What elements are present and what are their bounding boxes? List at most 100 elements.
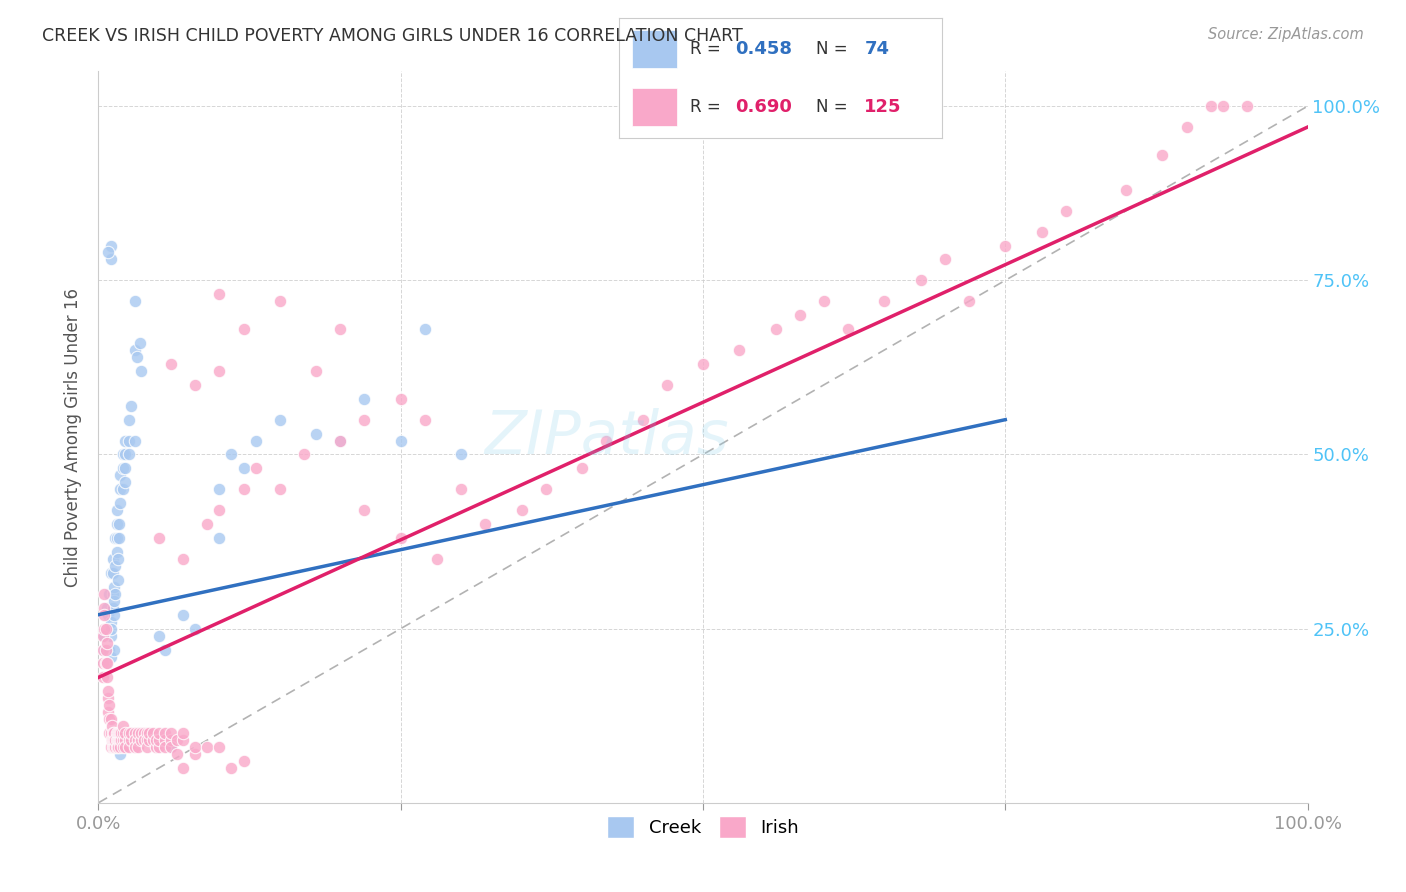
Point: [124, 726, 146, 740]
Point: [101, 600, 124, 615]
Point: [100, 566, 122, 580]
Point: [111, 719, 134, 733]
Point: [510, 503, 533, 517]
Point: [208, 287, 231, 301]
Point: [108, 517, 131, 532]
Point: [221, 448, 243, 462]
Point: [129, 364, 152, 378]
Point: [184, 740, 207, 755]
Point: [108, 733, 131, 747]
Point: [108, 468, 131, 483]
Point: [110, 726, 132, 740]
Point: [100, 719, 122, 733]
Point: [91, 629, 114, 643]
Point: [153, 740, 176, 755]
Point: [105, 740, 128, 755]
Text: Source: ZipAtlas.com: Source: ZipAtlas.com: [1208, 27, 1364, 42]
Point: [114, 448, 136, 462]
Point: [105, 503, 128, 517]
Point: [101, 552, 124, 566]
Point: [148, 733, 170, 747]
Point: [692, 357, 714, 371]
Point: [245, 434, 267, 448]
Point: [153, 726, 176, 740]
Point: [184, 377, 207, 392]
Point: [631, 412, 654, 426]
Point: [100, 622, 122, 636]
Point: [994, 238, 1017, 252]
Point: [160, 726, 183, 740]
Point: [118, 740, 141, 755]
Point: [114, 740, 136, 755]
Point: [111, 483, 134, 497]
Point: [172, 733, 194, 747]
Point: [100, 615, 122, 629]
Point: [124, 343, 146, 357]
Point: [292, 448, 315, 462]
Point: [957, 294, 980, 309]
Point: [127, 740, 149, 755]
Point: [138, 726, 160, 740]
Point: [873, 294, 896, 309]
Point: [450, 448, 472, 462]
Point: [108, 740, 131, 755]
Point: [107, 552, 129, 566]
Point: [93, 600, 115, 615]
Bar: [631, 87, 676, 126]
Point: [101, 726, 124, 740]
Point: [118, 448, 141, 462]
Point: [153, 642, 176, 657]
Point: [232, 461, 254, 475]
Point: [100, 238, 122, 252]
Point: [208, 531, 231, 545]
Point: [118, 726, 141, 740]
Point: [103, 607, 125, 622]
Point: [1152, 148, 1174, 162]
Point: [120, 726, 142, 740]
Point: [837, 322, 859, 336]
Point: [96, 635, 118, 649]
Point: [100, 726, 122, 740]
Point: [765, 322, 787, 336]
Point: [105, 545, 128, 559]
Point: [111, 733, 134, 747]
Point: [789, 308, 811, 322]
Point: [114, 475, 136, 490]
Point: [208, 503, 231, 517]
Point: [353, 412, 375, 426]
Point: [728, 343, 751, 357]
Point: [1031, 225, 1053, 239]
Point: [100, 252, 122, 267]
Point: [101, 733, 124, 747]
Point: [104, 740, 127, 755]
Text: N =: N =: [815, 98, 853, 116]
Point: [172, 726, 194, 740]
Point: [534, 483, 557, 497]
Point: [135, 733, 157, 747]
Point: [108, 483, 131, 497]
Point: [118, 733, 141, 747]
Point: [100, 733, 122, 747]
Point: [166, 747, 188, 761]
Point: [93, 629, 115, 643]
Point: [413, 322, 436, 336]
Point: [269, 483, 291, 497]
Point: [148, 726, 170, 740]
Point: [142, 733, 165, 747]
Text: R =: R =: [690, 40, 725, 58]
Point: [129, 733, 152, 747]
Point: [98, 587, 121, 601]
Point: [353, 392, 375, 406]
Point: [111, 461, 134, 475]
Point: [98, 698, 121, 713]
Text: ZIPatlas: ZIPatlas: [484, 408, 728, 467]
Point: [91, 642, 114, 657]
Point: [910, 273, 932, 287]
Text: N =: N =: [815, 40, 853, 58]
Text: 0.690: 0.690: [735, 98, 792, 116]
Point: [91, 657, 114, 671]
Text: CREEK VS IRISH CHILD POVERTY AMONG GIRLS UNDER 16 CORRELATION CHART: CREEK VS IRISH CHILD POVERTY AMONG GIRLS…: [42, 27, 742, 45]
Point: [94, 622, 117, 636]
Point: [96, 657, 118, 671]
Point: [305, 364, 328, 378]
